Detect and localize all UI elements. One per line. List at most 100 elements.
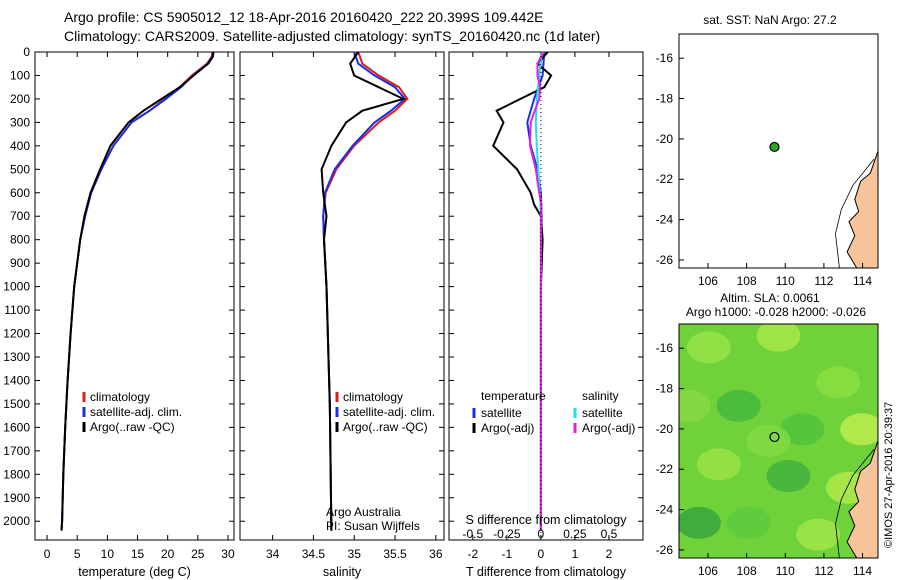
legend-label: Argo(..raw -QC): [343, 420, 428, 434]
map-x-tick-label: 108: [737, 564, 757, 578]
x-tick-label: 34.5: [302, 547, 326, 561]
map-y-tick-label: -18: [656, 382, 674, 396]
argo-location-marker: [769, 141, 780, 153]
y-tick-label: 0: [23, 45, 30, 59]
x-axis-label: salinity: [323, 565, 362, 579]
series-line-climatology: [322, 51, 409, 531]
y-tick-label: 800: [10, 233, 30, 247]
map-x-tick-label: 108: [737, 274, 757, 288]
sla-blob: [726, 506, 771, 539]
map-x-tick-label: 106: [698, 274, 718, 288]
map-y-tick-label: -22: [656, 462, 674, 476]
legend-label: Argo(-adj): [582, 421, 635, 435]
credit-text: Argo Australia: [326, 505, 401, 519]
map-y-tick-label: -24: [656, 213, 674, 227]
s-tick-label: 0.25: [563, 527, 587, 541]
map-x-tick-label: 112: [814, 564, 833, 578]
legend-label: satellite-adj. clim.: [343, 405, 435, 419]
map-y-tick-label: -20: [656, 132, 674, 146]
map-y-tick-label: -16: [656, 341, 674, 355]
map-y-tick-label: -16: [656, 51, 674, 65]
y-tick-label: 200: [10, 92, 30, 106]
legend-label: Argo(..raw -QC): [90, 420, 175, 434]
y-tick-label: 300: [10, 115, 30, 129]
y-tick-label: 1800: [3, 467, 30, 481]
x-axis-label: temperature (deg C): [78, 565, 191, 579]
y-tick-label: 1500: [3, 397, 30, 411]
map-x-tick-label: 110: [776, 274, 795, 288]
x-tick-label: -1: [502, 547, 513, 561]
legend-label: climatology: [343, 390, 403, 404]
sla-blob: [796, 518, 841, 551]
map-x-tick-label: 112: [814, 274, 833, 288]
panel-2-frame: [239, 51, 445, 541]
y-tick-label: 1700: [3, 444, 30, 458]
map-x-tick-label: 114: [853, 274, 872, 288]
map-y-tick-label: -24: [656, 503, 674, 517]
shelf-contour: [835, 448, 875, 558]
sla-blob: [816, 366, 861, 399]
x-tick-label: 34: [266, 547, 280, 561]
x-tick-label: 0: [538, 547, 545, 561]
x-tick-label: 2: [606, 547, 613, 561]
y-tick-label: 400: [10, 139, 30, 153]
map-y-tick-label: -18: [656, 92, 674, 106]
sla-blob: [780, 413, 825, 446]
x-tick-label: 30: [221, 547, 235, 561]
map-y-tick-label: -26: [656, 253, 674, 267]
sla-blob: [686, 331, 731, 364]
panel-3-frame: [448, 51, 644, 541]
legend-label: satellite: [481, 406, 522, 420]
legend-label: satellite-adj. clim.: [90, 405, 182, 419]
imos-timestamp: ©IMOS 27-Apr-2016 20:39:37: [883, 401, 895, 548]
s-tick-label: 0: [538, 527, 545, 541]
x-tick-label: 36: [429, 547, 443, 561]
y-tick-label: 100: [10, 68, 30, 82]
header-line-1: Argo profile: CS 5905012_12 18-Apr-2016 …: [64, 9, 544, 25]
y-tick-label: 500: [10, 162, 30, 176]
y-tick-label: 1100: [4, 303, 30, 317]
series-line-salinity-argo--adj-: [528, 51, 545, 531]
y-tick-label: 1000: [3, 280, 30, 294]
y-tick-label: 600: [10, 186, 30, 200]
sla-blob: [840, 413, 878, 446]
x-tick-label: 10: [101, 547, 115, 561]
map-y-tick-label: -20: [656, 422, 674, 436]
map-y-tick-label: -22: [656, 172, 674, 186]
s-tick-label: -0.25: [493, 527, 521, 541]
legend-label: satellite: [582, 406, 623, 420]
y-tick-label: 1200: [3, 327, 30, 341]
argo-location-marker: [769, 431, 780, 443]
series-line-satellite-adj--clim-: [322, 51, 407, 531]
map-layer-2: [679, 324, 878, 558]
map-x-tick-label: 110: [776, 564, 795, 578]
x-axis-label: T difference from climatology: [466, 565, 627, 579]
s-tick-label: -0.5: [462, 527, 483, 541]
sla-blob: [696, 448, 741, 481]
australia-landmass: [846, 440, 878, 558]
x-tick-label: -2: [467, 547, 478, 561]
map-frame: [678, 33, 879, 269]
sla-blob: [766, 460, 811, 493]
map-x-tick-label: 114: [853, 564, 872, 578]
sla-blob: [756, 324, 801, 352]
map-x-tick-label: 106: [698, 564, 718, 578]
y-tick-label: 1600: [3, 420, 30, 434]
map-frame: [678, 323, 879, 559]
y-tick-label: 1900: [3, 491, 30, 505]
y-tick-label: 700: [10, 209, 30, 223]
legend-label: climatology: [90, 390, 150, 404]
x-tick-label: 35.5: [383, 547, 407, 561]
x-tick-label: 15: [131, 547, 145, 561]
panel-1-frame: [34, 51, 235, 541]
map-layer-1: [835, 150, 878, 268]
legend-heading: temperature: [481, 389, 546, 403]
legend-label: Argo(-adj): [481, 421, 534, 435]
map-subtitle-argo-h: Argo h1000: -0.028 h2000: -0.026: [686, 305, 866, 319]
x-tick-label: 35: [348, 547, 362, 561]
s-tick-label: 0.5: [601, 527, 618, 541]
y-tick-label: 2000: [3, 514, 30, 528]
y-tick-label: 900: [10, 256, 30, 270]
x-tick-label: 0: [44, 547, 51, 561]
